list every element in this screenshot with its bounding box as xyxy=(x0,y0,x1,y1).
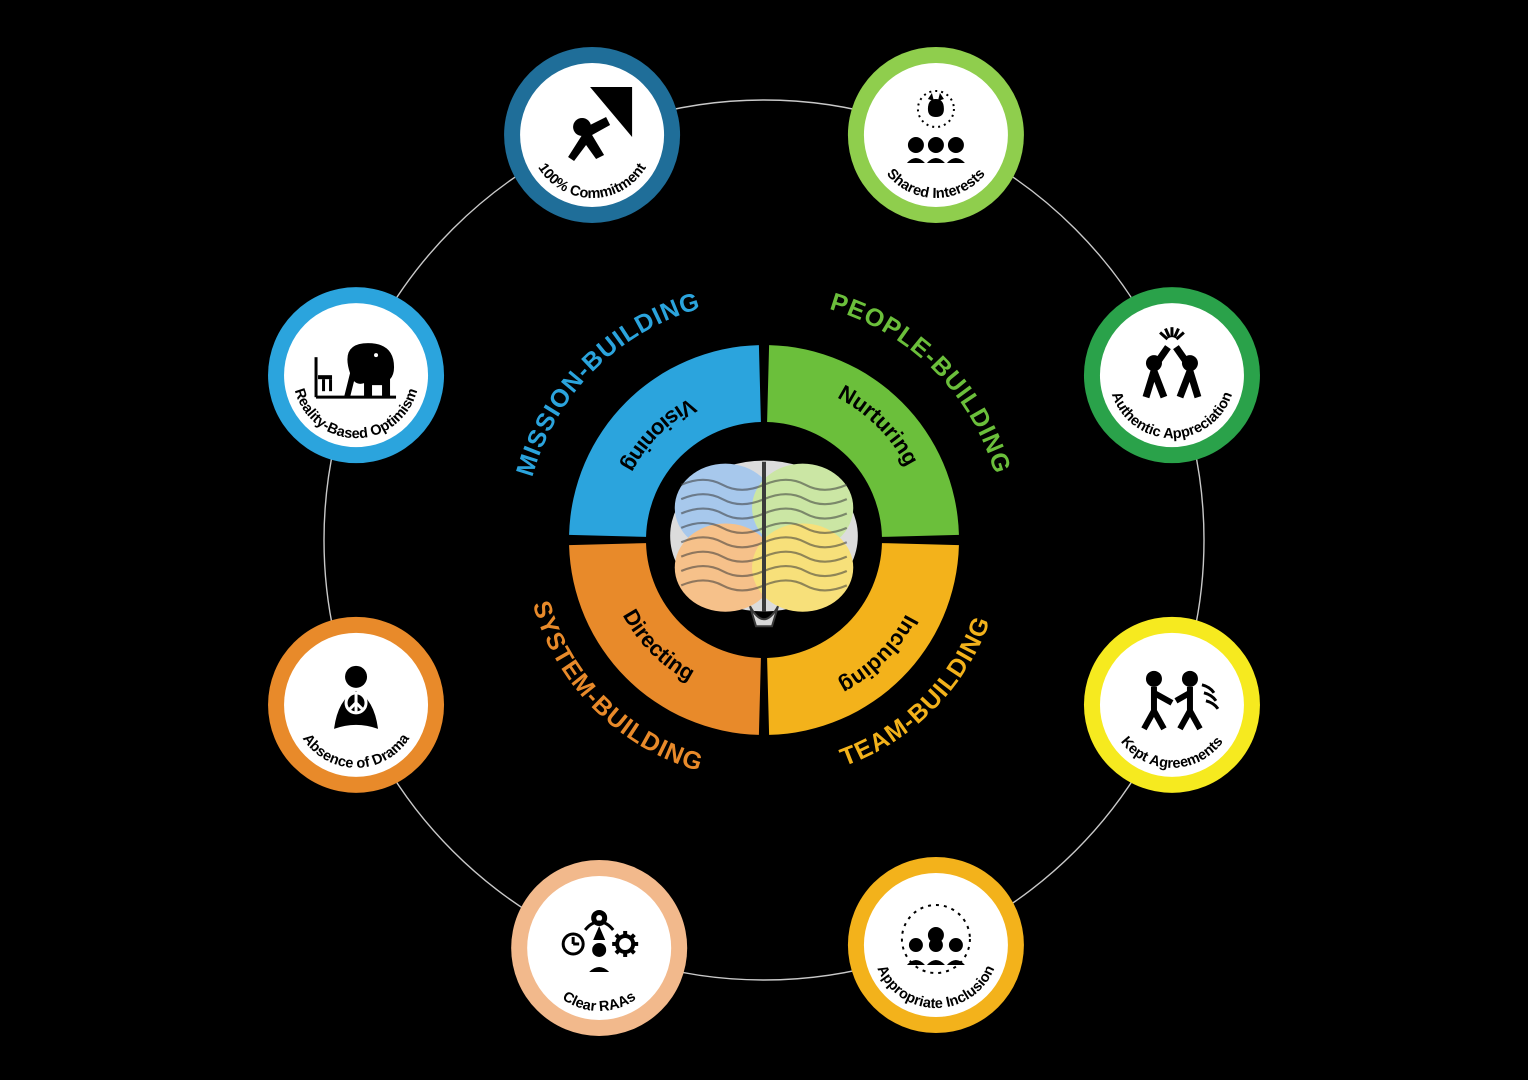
brain-lobe xyxy=(752,523,853,611)
node-fill xyxy=(1100,633,1244,777)
leadership-diagram: VisioningNurturingIncludingDirectingMISS… xyxy=(0,0,1528,1080)
brain-icon xyxy=(670,461,858,627)
node-fill xyxy=(1100,303,1244,447)
node-fill xyxy=(864,63,1008,207)
